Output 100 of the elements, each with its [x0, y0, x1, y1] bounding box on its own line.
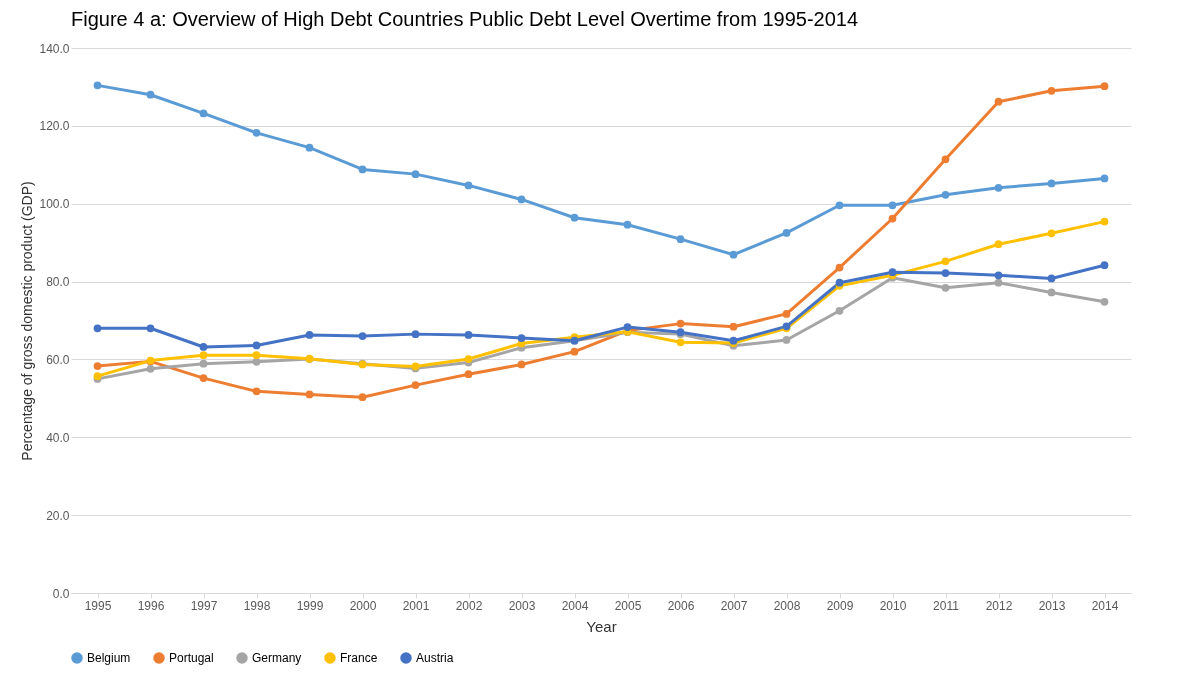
point — [199, 351, 208, 360]
point — [782, 336, 791, 344]
point — [676, 319, 685, 328]
x-tick-label: 2006 — [667, 598, 695, 613]
x-tick-label: 2014 — [1091, 598, 1119, 613]
point — [835, 306, 844, 315]
point — [252, 341, 261, 350]
x-tick-label: 2011 — [933, 598, 960, 613]
point — [1047, 288, 1056, 297]
x-axis-title: Year — [586, 617, 617, 635]
chart-title: Figure 4 a: Overview of High Debt Countries Public Debt Level Overtime from 1995-2014 — [71, 8, 859, 30]
point — [1100, 174, 1109, 183]
point — [464, 331, 473, 339]
point — [252, 129, 261, 137]
y-tick-label: 0.0 — [52, 586, 70, 601]
x-tick-label: 2001 — [402, 598, 430, 613]
point — [411, 381, 420, 389]
point — [199, 109, 208, 118]
y-tick-label: 80.0 — [46, 275, 70, 290]
point — [252, 351, 261, 360]
y-axis-title: Percentage of gross domestic product (GDP) — [19, 181, 36, 461]
point — [411, 170, 420, 178]
y-tick-label: 120.0 — [39, 119, 70, 134]
point — [305, 143, 314, 152]
point — [941, 269, 950, 277]
point — [146, 364, 155, 373]
point — [199, 374, 208, 382]
point — [1100, 261, 1109, 270]
y-tick-label: 40.0 — [46, 430, 70, 445]
point — [729, 250, 738, 259]
y-tick-label: 20.0 — [46, 508, 70, 523]
x-tick-label: 2000 — [349, 598, 377, 613]
point — [676, 235, 685, 243]
x-tick-label: 2007 — [720, 598, 748, 613]
point — [1047, 86, 1056, 95]
point — [1047, 179, 1056, 188]
point — [146, 324, 155, 333]
point — [305, 390, 314, 399]
y-tick-label: 140.0 — [39, 41, 70, 56]
point — [358, 332, 367, 340]
x-tick-label: 2002 — [455, 598, 483, 613]
point — [1047, 274, 1056, 283]
point — [888, 201, 897, 210]
legend-label: Portugal — [169, 651, 214, 665]
x-tick-label: 1995 — [84, 598, 112, 613]
legend-label: Belgium — [87, 651, 131, 665]
point — [517, 334, 526, 342]
point — [93, 324, 102, 333]
x-tick-label: 1998 — [243, 598, 271, 613]
point — [570, 213, 579, 222]
point — [1100, 82, 1109, 91]
point — [941, 155, 950, 164]
point — [994, 183, 1003, 192]
x-tick-label: 2005 — [614, 598, 642, 613]
point — [146, 90, 155, 99]
point — [464, 355, 473, 363]
point — [517, 195, 526, 204]
point — [570, 347, 579, 356]
point — [941, 283, 950, 292]
x-tick-label: 2003 — [508, 598, 536, 613]
x-tick-label: 2004 — [561, 598, 589, 613]
point — [994, 240, 1003, 249]
point — [517, 360, 526, 369]
x-tick-label: 1997 — [190, 598, 218, 613]
x-tick-label: 2012 — [985, 598, 1013, 613]
y-tick-label: 60.0 — [46, 352, 70, 367]
point — [729, 322, 738, 331]
point — [623, 220, 632, 229]
point — [994, 97, 1003, 106]
point — [782, 310, 791, 318]
point — [835, 201, 844, 210]
x-tick-label: 2009 — [826, 598, 854, 613]
point — [782, 229, 791, 237]
point — [199, 343, 208, 351]
point — [1047, 229, 1056, 238]
point — [358, 393, 367, 402]
x-tick-label: 2010 — [879, 598, 907, 613]
x-tick-label: 2013 — [1038, 598, 1066, 613]
point — [93, 81, 102, 90]
point — [994, 278, 1003, 287]
point — [941, 257, 950, 266]
point — [941, 190, 950, 199]
point — [835, 278, 844, 287]
y-tick-label: 100.0 — [39, 197, 70, 212]
x-tick-label: 1999 — [296, 598, 324, 613]
point — [835, 263, 844, 272]
point — [305, 331, 314, 339]
point — [623, 323, 632, 331]
point — [1100, 297, 1109, 306]
legend-label: Austria — [416, 651, 454, 665]
legend-label: France — [340, 651, 378, 665]
point — [888, 214, 897, 223]
x-tick-label: 2008 — [773, 598, 801, 613]
point — [411, 330, 420, 338]
point — [1100, 217, 1109, 226]
legend-label: Germany — [252, 651, 302, 665]
point — [464, 181, 473, 190]
point — [676, 338, 685, 347]
x-tick-label: 1996 — [137, 598, 165, 613]
point — [464, 370, 473, 379]
